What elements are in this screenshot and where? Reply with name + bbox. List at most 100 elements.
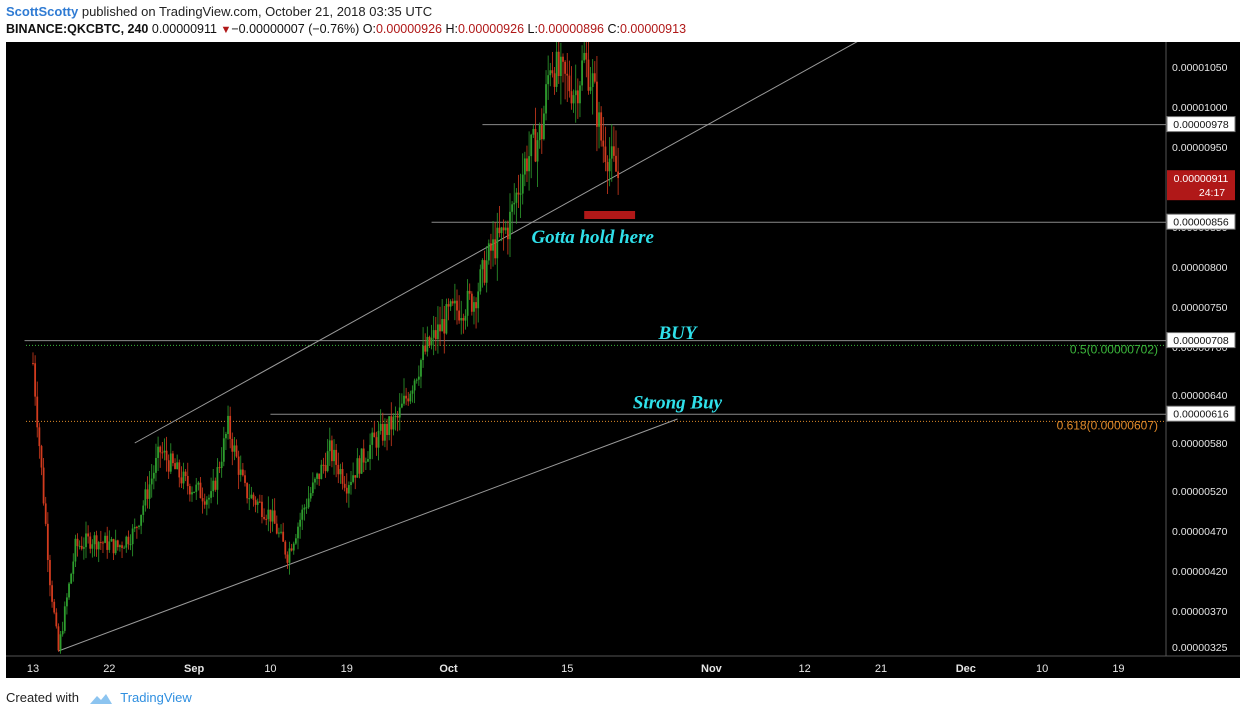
candle-body xyxy=(492,239,494,251)
candle-body xyxy=(44,503,47,524)
candle-body xyxy=(375,437,378,448)
publish-info: ScottScotty published on TradingView.com… xyxy=(6,4,432,19)
candle-body xyxy=(356,458,359,478)
low-value: 0.00000896 xyxy=(537,22,604,36)
candle-body xyxy=(572,95,575,104)
candle-body xyxy=(428,336,431,346)
close-value: 0.00000913 xyxy=(619,22,687,36)
candle-body xyxy=(604,146,607,163)
candle-body xyxy=(57,626,60,651)
candle-body xyxy=(413,380,416,391)
candle-body xyxy=(144,489,147,506)
candle-body xyxy=(369,444,371,459)
x-tick-label: 22 xyxy=(103,663,115,675)
published-text: published on TradingView.com, October 21… xyxy=(78,4,433,19)
y-tick-label: 0.00000950 xyxy=(1172,142,1228,154)
candle-body xyxy=(339,469,342,475)
candle-body xyxy=(373,432,376,438)
candle-body xyxy=(53,601,56,613)
tradingview-logo-icon xyxy=(89,693,112,704)
candle-body xyxy=(165,450,168,461)
candle-body xyxy=(280,531,282,533)
candle-body xyxy=(119,545,121,548)
candle-body xyxy=(123,547,126,549)
candle-body xyxy=(155,457,157,473)
candle-body xyxy=(82,547,85,549)
candle-body xyxy=(250,494,253,499)
candle-body xyxy=(167,460,170,472)
candle-body xyxy=(38,427,41,447)
candle-body xyxy=(347,485,350,494)
candle-body xyxy=(72,561,75,574)
candle-body xyxy=(32,363,34,364)
candle-body xyxy=(379,423,382,431)
trend-line xyxy=(58,418,678,652)
chart-annotation: Strong Buy xyxy=(633,393,723,414)
candle-body xyxy=(430,337,433,346)
candle-body xyxy=(360,448,363,474)
candle-body xyxy=(42,467,45,504)
candle-body xyxy=(498,227,501,234)
price-change: −0.00000007 (−0.76%) xyxy=(231,22,360,36)
candle-body xyxy=(282,531,285,542)
chart-area[interactable]: 0.000012500.000012000.000011500.00001100… xyxy=(6,8,1240,678)
candle-body xyxy=(305,507,308,509)
candle-body xyxy=(415,379,418,381)
candle-body xyxy=(205,499,208,505)
candle-body xyxy=(502,227,505,231)
candle-body xyxy=(278,532,280,534)
candle-body xyxy=(608,158,611,172)
candle-body xyxy=(129,544,132,546)
candle-body xyxy=(237,456,240,475)
candle-body xyxy=(449,301,452,307)
candle-body xyxy=(424,345,427,352)
candle-body xyxy=(174,463,176,470)
candle-body xyxy=(307,498,310,508)
candle-body xyxy=(299,519,302,527)
candle-body xyxy=(434,330,437,340)
candle-body xyxy=(384,423,386,441)
x-tick-label: 19 xyxy=(1112,663,1124,675)
candle-body xyxy=(273,510,276,524)
candle-body xyxy=(318,473,321,480)
tradingview-brand-link[interactable]: TradingView xyxy=(120,690,192,705)
candle-body xyxy=(135,526,138,528)
last-price: 0.00000911 xyxy=(151,22,217,36)
open-value: 0.00000926 xyxy=(375,22,442,36)
candle-body xyxy=(528,156,530,172)
candle-body xyxy=(220,461,223,468)
candle-body xyxy=(519,193,522,195)
candle-body xyxy=(598,112,600,127)
candle-body xyxy=(364,461,367,463)
candle-body xyxy=(254,499,257,505)
candle-body xyxy=(108,541,111,550)
y-tick-label: 0.00000325 xyxy=(1172,642,1228,654)
candle-body xyxy=(362,448,365,463)
candle-body xyxy=(576,90,579,104)
trend-line xyxy=(134,18,899,444)
author-link[interactable]: ScottScotty xyxy=(6,4,79,19)
candle-body xyxy=(441,319,444,332)
candle-body xyxy=(76,538,79,547)
x-tick-label: 10 xyxy=(1036,663,1048,675)
candle-body xyxy=(328,440,331,452)
candle-body xyxy=(473,302,475,312)
candle-body xyxy=(335,449,338,465)
candle-body xyxy=(392,416,395,430)
candle-body xyxy=(267,509,270,520)
candle-body xyxy=(483,260,486,283)
candle-body xyxy=(523,158,526,175)
price-chart[interactable]: 0.000012500.000012000.000011500.00001100… xyxy=(6,8,1240,678)
candle-body xyxy=(210,491,212,498)
candle-body xyxy=(188,486,191,495)
candle-body xyxy=(562,56,564,62)
candle-body xyxy=(596,81,598,127)
price-label-text: 0.00000978 xyxy=(1173,119,1229,131)
candle-body xyxy=(176,462,179,470)
candle-body xyxy=(227,415,229,434)
candle-body xyxy=(178,462,181,478)
candle-body xyxy=(140,514,143,526)
y-tick-label: 0.00000470 xyxy=(1172,526,1228,538)
candle-body xyxy=(275,523,278,534)
candle-body xyxy=(585,52,588,60)
